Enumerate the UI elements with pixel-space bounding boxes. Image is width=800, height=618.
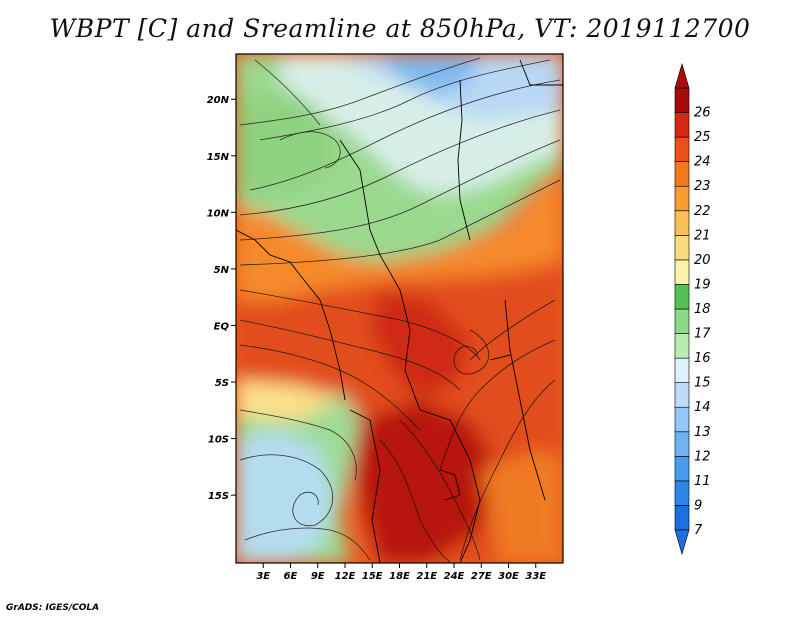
colorbar-swatch	[674, 87, 690, 113]
x-axis-ticks: 3E 6E 9E 12E 15E 18E 21E 24E 27E 30E 33E	[256, 563, 546, 582]
colorbar: 7 9 11 12 13 14 15 16 17 18 19 20 21 22 23 24 25 26	[674, 62, 711, 556]
colorbar-label: 24	[694, 155, 711, 170]
colorbar-label: 21	[694, 228, 711, 243]
colorbar-swatch	[674, 505, 690, 531]
x-tick-label: 33E	[525, 571, 546, 582]
colorbar-swatch	[674, 333, 690, 359]
y-tick-label: 15S	[208, 491, 229, 502]
colorbar-label: 12	[694, 449, 711, 464]
x-tick-label: 30E	[498, 571, 519, 582]
y-tick-label: EQ	[214, 321, 230, 332]
x-tick-label: 15E	[362, 571, 383, 582]
colorbar-label: 9	[694, 498, 702, 513]
x-tick-label: 12E	[335, 571, 356, 582]
colorbar-bottom-arrow	[674, 529, 690, 556]
colorbar-swatch	[674, 382, 690, 408]
x-tick-label: 6E	[284, 571, 298, 582]
colorbar-swatch	[674, 480, 690, 506]
colorbar-swatch	[674, 136, 690, 162]
colorbar-swatch	[674, 185, 690, 212]
colorbar-label: 16	[694, 351, 711, 366]
colorbar-label: 11	[694, 474, 711, 489]
colorbar-label: 14	[694, 400, 711, 415]
colorbar-swatch	[674, 431, 690, 457]
colorbar-swatch	[674, 210, 690, 236]
x-tick-label: 27E	[471, 571, 492, 582]
colorbar-label: 23	[694, 179, 711, 194]
colorbar-swatch	[674, 161, 690, 187]
colorbar-swatch	[674, 456, 690, 482]
y-tick-label: 15N	[207, 152, 230, 163]
colorbar-label: 15	[694, 376, 711, 391]
x-tick-label: 9E	[311, 571, 325, 582]
colorbar-label: 26	[694, 106, 711, 121]
x-tick-label: 24E	[444, 571, 465, 582]
colorbar-label: 17	[694, 327, 711, 342]
y-axis-ticks: 20N 15N 10N 5N EQ 5S 10S 15S	[207, 95, 236, 502]
chart-title: WBPT [C] and Sreamline at 850hPa, VT: 20…	[49, 14, 751, 43]
colorbar-label: 13	[694, 425, 711, 440]
x-tick-label: 18E	[389, 571, 410, 582]
x-tick-label: 3E	[256, 571, 270, 582]
colorbar-label: 22	[694, 204, 711, 219]
colorbar-swatch	[674, 112, 690, 138]
y-tick-label: 5N	[214, 265, 230, 276]
colorbar-swatch	[674, 308, 690, 334]
y-tick-label: 5S	[215, 378, 229, 389]
colorbar-swatch	[674, 284, 690, 310]
colorbar-swatch	[674, 406, 690, 433]
x-tick-label: 21E	[416, 571, 437, 582]
colorbar-label: 18	[694, 302, 711, 317]
colorbar-swatch	[674, 357, 690, 383]
colorbar-label: 25	[694, 130, 711, 145]
colorbar-swatch	[674, 235, 690, 261]
y-tick-label: 10S	[208, 435, 229, 446]
colorbar-label: 20	[694, 253, 711, 268]
y-tick-label: 10N	[207, 208, 230, 219]
y-tick-label: 20N	[207, 95, 230, 106]
colorbar-label: 7	[694, 523, 703, 538]
colorbar-label: 19	[694, 277, 711, 292]
footer-credit: GrADS: IGES/COLA	[6, 603, 100, 613]
colorbar-swatch	[674, 259, 690, 285]
colorbar-top-arrow	[674, 62, 690, 89]
wbpt-field	[236, 54, 563, 563]
